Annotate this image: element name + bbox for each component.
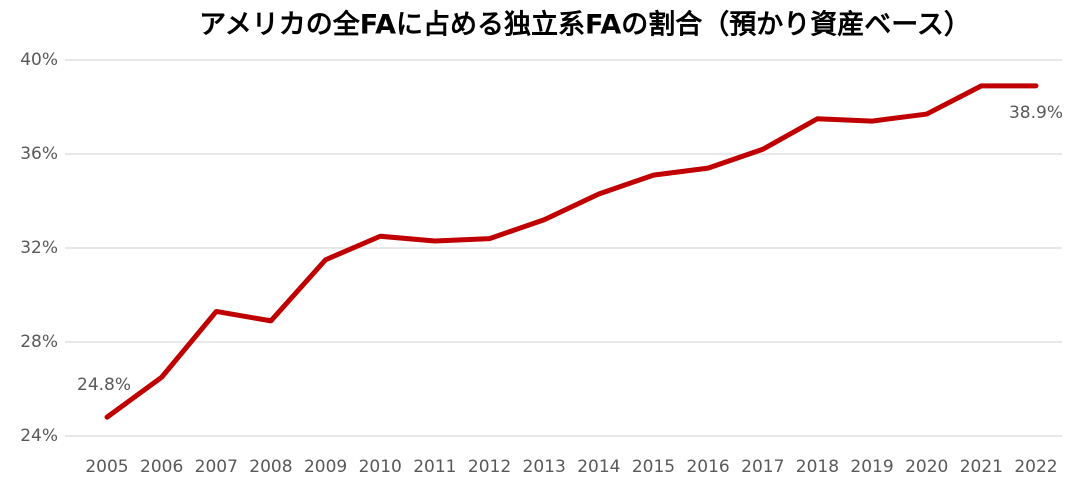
x-tick-label: 2013 [523, 457, 566, 477]
y-tick-label: 40% [20, 50, 58, 70]
x-tick-label: 2016 [686, 457, 729, 477]
x-tick-label: 2019 [850, 457, 893, 477]
y-tick-label: 24% [20, 426, 58, 446]
x-tick-label: 2018 [796, 457, 839, 477]
x-tick-label: 2014 [577, 457, 620, 477]
data-label: 24.8% [77, 375, 131, 395]
data-label: 38.9% [1009, 103, 1063, 123]
x-tick-label: 2010 [359, 457, 402, 477]
y-tick-label: 28% [20, 332, 58, 352]
y-tick-label: 36% [20, 144, 58, 164]
line [104, 83, 1039, 420]
x-tick-label: 2017 [741, 457, 784, 477]
x-tick-label: 2005 [85, 457, 128, 477]
x-tick-label: 2011 [413, 457, 456, 477]
x-tick-label: 2022 [1014, 457, 1057, 477]
y-tick-label: 32% [20, 238, 58, 258]
x-tick-label: 2021 [960, 457, 1003, 477]
x-tick-label: 2012 [468, 457, 511, 477]
x-tick-label: 2008 [249, 457, 292, 477]
x-tick-label: 2007 [195, 457, 238, 477]
x-tick-label: 2015 [632, 457, 675, 477]
x-tick-label: 2020 [905, 457, 948, 477]
x-tick-label: 2009 [304, 457, 347, 477]
x-tick-label: 2006 [140, 457, 183, 477]
chart-title: アメリカの全FAに占める独立系FAの割合（預かり資産ベース） [199, 9, 971, 41]
